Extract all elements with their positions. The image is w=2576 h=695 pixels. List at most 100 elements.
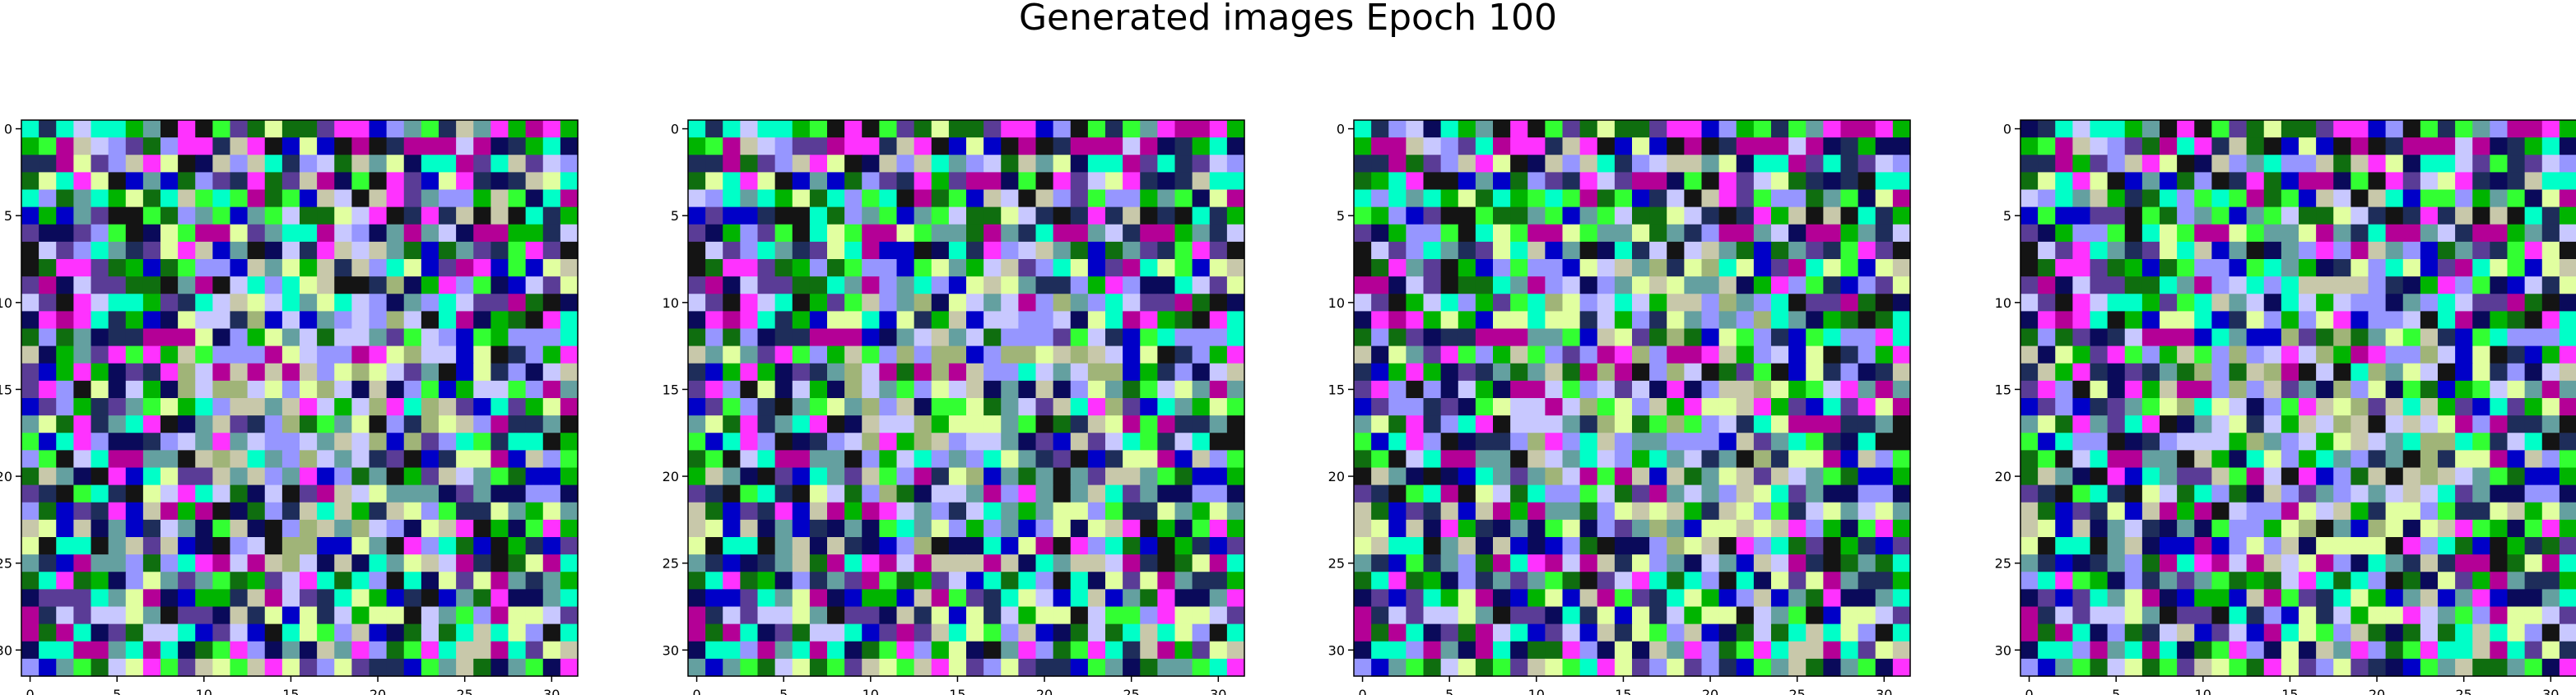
pixel-cell (2124, 641, 2143, 660)
pixel-cell (456, 294, 474, 312)
pixel-cell (230, 172, 249, 191)
pixel-cell (386, 467, 405, 486)
pixel-cell (1493, 502, 1511, 521)
pixel-cell (844, 189, 863, 208)
pixel-cell (2524, 606, 2543, 625)
pixel-cell (705, 206, 723, 225)
pixel-cell (2385, 658, 2404, 677)
y-tick-label: 10 (1995, 295, 2011, 311)
pixel-cell (844, 519, 863, 538)
pixel-cell (827, 519, 845, 538)
pixel-cell (1371, 155, 1389, 173)
pixel-cell (879, 606, 898, 625)
pixel-cell (792, 658, 811, 677)
pixel-cell (473, 606, 491, 625)
pixel-cell (1105, 189, 1123, 208)
pixel-cell (827, 450, 845, 469)
pixel-cell (403, 137, 422, 155)
pixel-cell (862, 502, 880, 521)
pixel-cell (1892, 554, 1911, 572)
pixel-cell (2368, 519, 2387, 538)
pixel-cell (1579, 328, 1598, 347)
pixel-cell (2420, 172, 2439, 191)
pixel-cell (1788, 345, 1806, 364)
pixel-cell (212, 259, 231, 277)
pixel-cell (1753, 172, 1772, 191)
pixel-cell (1736, 398, 1755, 416)
pixel-cell (1649, 206, 1667, 225)
pixel-cell (1684, 450, 1703, 469)
pixel-cell (1736, 120, 1755, 138)
pixel-cell (774, 328, 793, 347)
pixel-cell (1423, 606, 1442, 625)
pixel-cell (1053, 172, 1072, 191)
pixel-cell (1510, 572, 1528, 590)
pixel-cell (142, 328, 161, 347)
pixel-cell (1753, 641, 1772, 660)
pixel-cell (914, 189, 932, 208)
pixel-cell (2316, 328, 2334, 347)
pixel-cell (456, 589, 474, 608)
pixel-cell (1371, 658, 1389, 677)
pixel-cell (2281, 641, 2299, 660)
pixel-cell (2333, 502, 2351, 521)
pixel-cell (2281, 502, 2299, 521)
pixel-cell (2507, 398, 2526, 416)
pixel-cell (1858, 519, 1876, 538)
pixel-cell (1875, 502, 1894, 521)
pixel-cell (39, 433, 57, 451)
pixel-cell (2072, 484, 2091, 503)
pixel-cell (2107, 450, 2126, 469)
pixel-cell (2316, 155, 2334, 173)
pixel-cell (1823, 658, 1842, 677)
pixel-cell (369, 172, 388, 191)
pixel-cell (178, 623, 196, 642)
pixel-cell (2559, 519, 2576, 538)
pixel-cell (914, 276, 932, 294)
pixel-cell (1388, 450, 1407, 469)
pixel-cell (1736, 606, 1755, 625)
pixel-cell (2090, 276, 2109, 294)
pixel-cell (1684, 658, 1703, 677)
pixel-cell (525, 606, 544, 625)
pixel-cell (473, 363, 491, 382)
pixel-cell (2490, 502, 2509, 521)
pixel-cell (983, 641, 1002, 660)
pixel-cell (195, 363, 213, 382)
pixel-cell (2507, 623, 2526, 642)
pixel-cell (247, 137, 266, 155)
pixel-cell (1174, 606, 1193, 625)
pixel-cell (21, 155, 40, 173)
pixel-cell (1510, 623, 1528, 642)
pixel-cell (1806, 172, 1824, 191)
pixel-cell (723, 363, 741, 382)
pixel-cell (1510, 311, 1528, 330)
pixel-cell (56, 554, 74, 572)
pixel-cell (1579, 345, 1598, 364)
pixel-cell (386, 311, 405, 330)
pixel-cell (1667, 623, 1685, 642)
pixel-cell (1371, 554, 1389, 572)
pixel-cell (473, 189, 491, 208)
pixel-cell (2020, 259, 2039, 277)
pixel-cell (1667, 328, 1685, 347)
pixel-cell (1174, 537, 1193, 555)
pixel-cell (774, 311, 793, 330)
pixel-cell (948, 450, 967, 469)
pixel-cell (1614, 380, 1633, 399)
pixel-cell (2472, 658, 2490, 677)
pixel-cell (1070, 572, 1089, 590)
pixel-cell (792, 345, 811, 364)
pixel-cell (1440, 345, 1459, 364)
pixel-cell (2107, 380, 2126, 399)
pixel-cell (178, 589, 196, 608)
pixel-cell (1174, 311, 1193, 330)
pixel-cell (1458, 537, 1476, 555)
pixel-cell (300, 658, 318, 677)
pixel-cell (2263, 606, 2282, 625)
pixel-cell (1105, 380, 1123, 399)
pixel-cell (1001, 206, 1019, 225)
pixel-cell (1440, 450, 1459, 469)
pixel-cell (1070, 554, 1089, 572)
pixel-cell (1018, 433, 1037, 451)
